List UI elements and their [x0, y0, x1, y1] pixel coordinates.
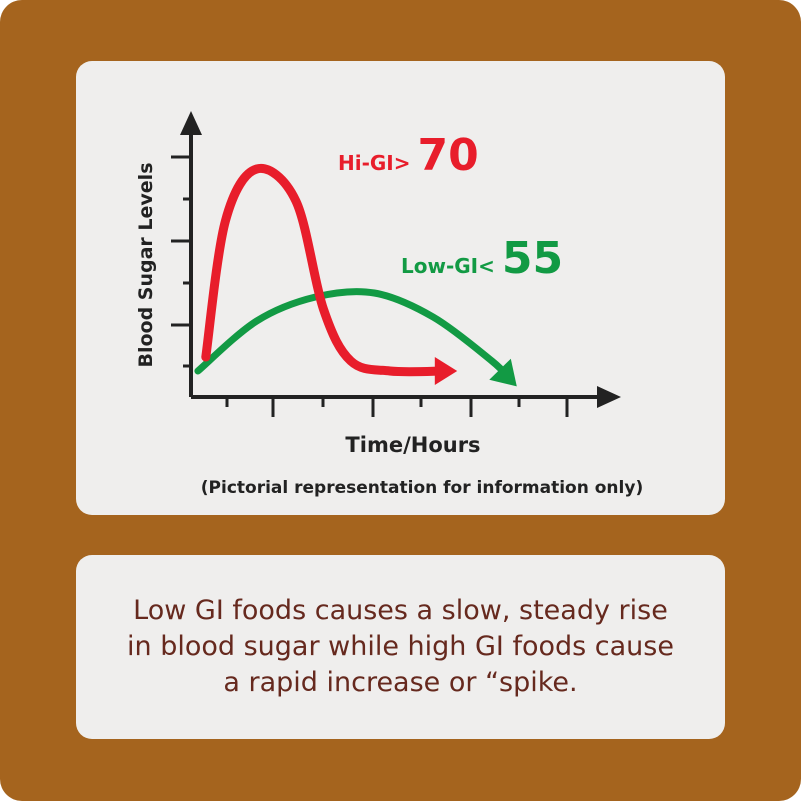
series-line-low-gi	[194, 288, 512, 381]
series-arrow-hi-gi	[434, 357, 458, 385]
x-axis-label: Time/Hours	[345, 433, 480, 457]
series-label-prefix: Low-GI<	[401, 254, 502, 278]
series-label-prefix: Hi-GI>	[338, 151, 417, 175]
series-label-hi-gi: Hi-GI> 70	[338, 130, 479, 181]
caption-line-3: a rapid increase or “spike.	[223, 667, 578, 698]
y-axis-arrow	[180, 111, 202, 135]
caption-line-1: Low GI foods causes a slow, steady rise	[133, 595, 668, 626]
series-lines	[194, 164, 517, 387]
gi-chart: Hi-GI> 70 Low-GI< 55 Blood Sugar Levels …	[135, 111, 643, 498]
chart-axes	[171, 111, 621, 417]
chart-note: (Pictorial representation for informatio…	[201, 478, 643, 498]
series-arrow-low-gi	[489, 358, 517, 387]
chart-panel: Hi-GI> 70 Low-GI< 55 Blood Sugar Levels …	[76, 61, 725, 515]
series-label-low-gi: Low-GI< 55	[401, 233, 563, 284]
series-label-value: 70	[417, 130, 478, 181]
x-axis-arrow	[597, 386, 621, 408]
series-label-value: 55	[502, 233, 563, 284]
series-line-hi-gi	[201, 164, 450, 377]
caption-line-2: in blood sugar while high GI foods cause	[127, 631, 674, 662]
y-axis-label: Blood Sugar Levels	[135, 162, 157, 367]
caption-panel: Low GI foods causes a slow, steady rise …	[76, 555, 725, 739]
